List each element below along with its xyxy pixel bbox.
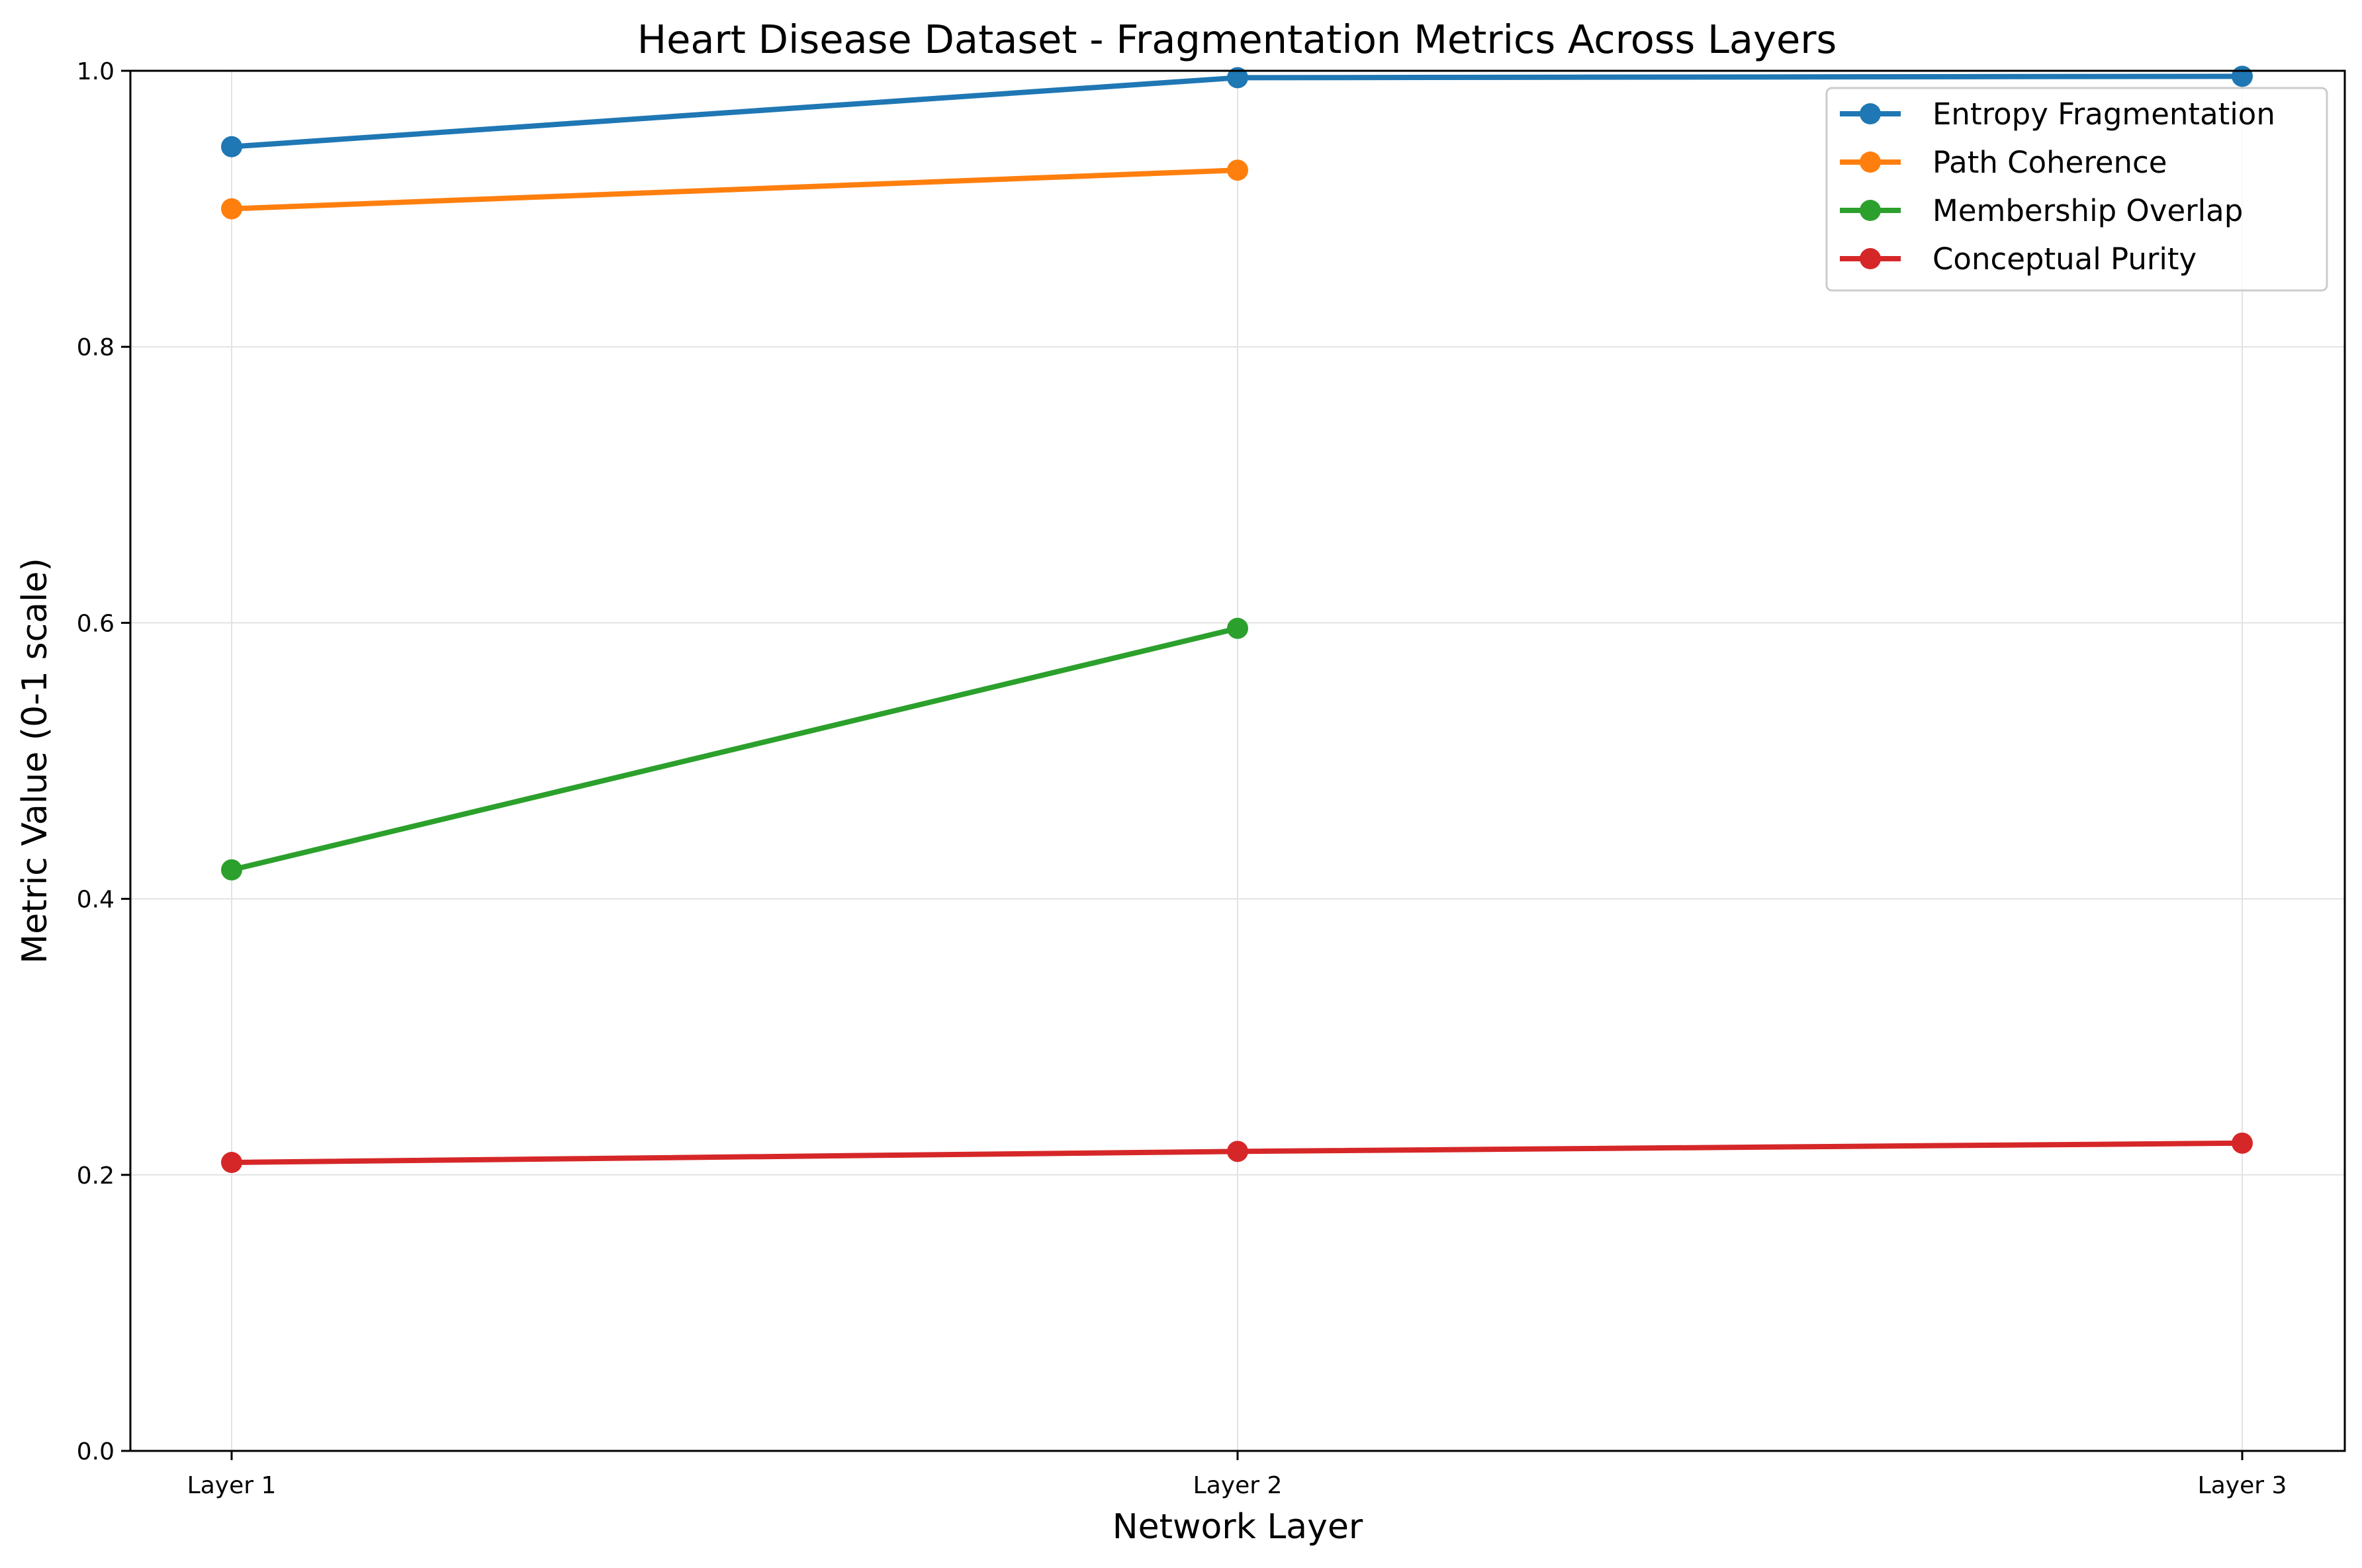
legend-marker bbox=[1860, 103, 1881, 124]
x-tick-label: Layer 3 bbox=[2198, 1472, 2287, 1499]
legend-marker bbox=[1860, 248, 1881, 269]
legend: Entropy Fragmentation Path Coherence Membe… bbox=[1825, 87, 2328, 292]
legend-marker bbox=[1860, 152, 1881, 173]
axis-ticks: 0.0 0.2 0.4 0.6 0.8 1.0 Layer 1 Layer 2 Layer 3 bbox=[77, 58, 2287, 1499]
legend-label: Entropy Fragmentation bbox=[1932, 97, 2275, 132]
legend-label: Conceptual Purity bbox=[1932, 241, 2197, 277]
legend-label: Membership Overlap bbox=[1932, 193, 2243, 228]
data-point-conceptual-purity bbox=[221, 1152, 242, 1174]
data-point-membership-overlap bbox=[221, 859, 242, 881]
data-point-path-coherence bbox=[1227, 159, 1248, 181]
y-axis-label: Metric Value (0-1 scale) bbox=[15, 558, 55, 964]
legend-marker bbox=[1860, 200, 1881, 221]
data-point-conceptual-purity bbox=[1227, 1141, 1248, 1162]
legend-label: Path Coherence bbox=[1932, 145, 2167, 180]
y-tick-label: 0.4 bbox=[77, 887, 114, 914]
data-point-path-coherence bbox=[221, 198, 242, 220]
x-axis-label: Network Layer bbox=[1113, 1507, 1363, 1547]
series-line-path-coherence bbox=[228, 167, 1241, 212]
data-point-entropy-fragmentation bbox=[221, 136, 242, 157]
data-point-membership-overlap bbox=[1227, 617, 1248, 639]
series-layer bbox=[221, 65, 2253, 1174]
y-tick-label: 0.2 bbox=[77, 1162, 114, 1190]
legend-box bbox=[1825, 87, 2328, 292]
y-tick-label: 0.6 bbox=[77, 610, 114, 637]
y-tick-label: 0.0 bbox=[77, 1438, 114, 1465]
series-line-membership-overlap bbox=[228, 625, 1241, 873]
data-point-conceptual-purity bbox=[2232, 1132, 2253, 1154]
chart-title: Heart Disease Dataset - Fragmentation Me… bbox=[637, 17, 1837, 62]
y-tick-label: 0.8 bbox=[77, 334, 114, 361]
data-point-entropy-fragmentation bbox=[2232, 65, 2253, 87]
y-tick-label: 1.0 bbox=[77, 58, 114, 85]
x-tick-label: Layer 2 bbox=[1193, 1472, 1283, 1499]
x-tick-label: Layer 1 bbox=[187, 1472, 277, 1499]
data-point-entropy-fragmentation bbox=[1227, 67, 1248, 89]
